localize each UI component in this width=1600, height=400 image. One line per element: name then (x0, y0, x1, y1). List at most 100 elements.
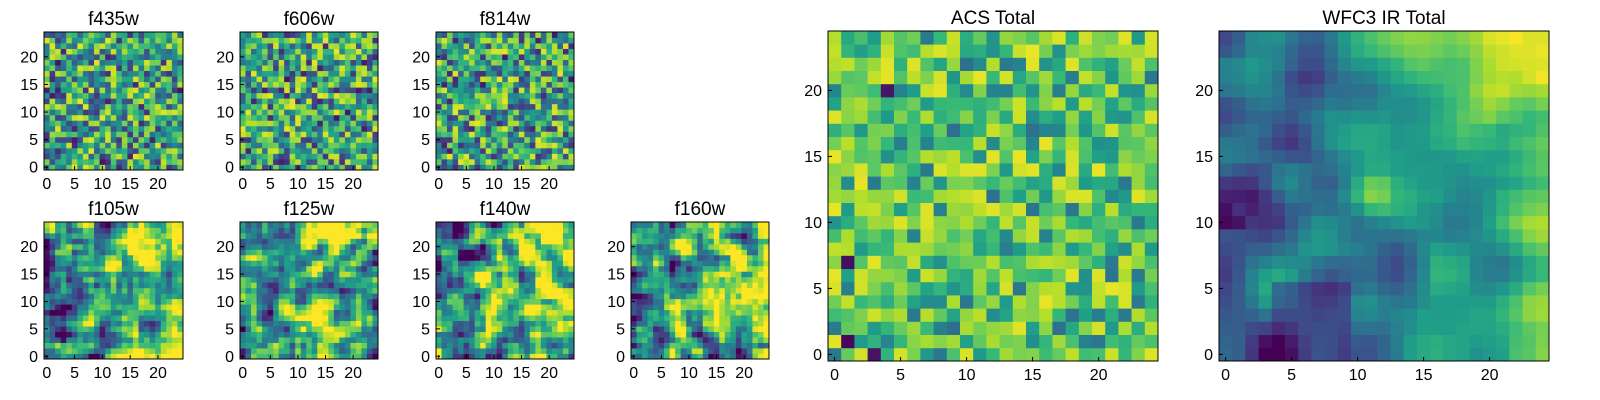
heatmap-cell (562, 287, 569, 294)
heatmap-cell (529, 54, 536, 60)
heatmap-cell (99, 260, 106, 267)
heatmap-cell (295, 48, 302, 55)
heatmap-cell (88, 54, 95, 60)
heatmap-cell (267, 120, 274, 127)
heatmap-cell (447, 276, 453, 283)
heatmap-cell (311, 54, 318, 60)
heatmap-cell (116, 227, 123, 234)
heatmap-cell (763, 337, 770, 343)
heatmap-cell (94, 337, 100, 343)
heatmap-cell (568, 65, 575, 72)
heatmap-cell (105, 92, 112, 99)
heatmap-cell (524, 54, 531, 60)
heatmap-cell (631, 287, 637, 294)
heatmap-cell (350, 260, 357, 267)
heatmap-cell (920, 334, 934, 349)
heatmap-cell (138, 125, 145, 132)
heatmap-cell (289, 276, 296, 283)
heatmap-cell (474, 232, 481, 239)
heatmap-cell (933, 347, 948, 362)
heatmap-cell (458, 249, 464, 256)
heatmap-cell (256, 298, 263, 305)
heatmap-cell (251, 48, 257, 55)
heatmap-cell (491, 70, 498, 77)
heatmap-cell (300, 249, 307, 256)
heatmap-cell (177, 337, 184, 343)
heatmap-cell (1039, 202, 1053, 217)
heatmap-cell (436, 331, 442, 338)
heatmap-cell (77, 222, 84, 228)
heatmap-cell (485, 59, 492, 66)
heatmap-cell (289, 320, 296, 327)
heatmap-cell (960, 347, 974, 362)
heatmap-cell (77, 287, 84, 294)
heatmap-cell (474, 265, 481, 272)
heatmap-cell (273, 76, 280, 83)
heatmap-cell (94, 37, 100, 44)
heatmap-cell (463, 81, 470, 88)
heatmap-cell (240, 304, 246, 311)
heatmap-cell (55, 48, 62, 55)
heatmap-cell (441, 227, 448, 234)
heatmap-cell (105, 337, 112, 343)
heatmap-cell (933, 242, 948, 256)
heatmap-cell (502, 147, 509, 154)
heatmap-cell (557, 320, 564, 327)
heatmap-cell (452, 142, 459, 149)
heatmap-cell (513, 109, 520, 116)
heatmap-cell (458, 342, 464, 349)
heatmap-cell (458, 353, 464, 360)
heatmap-cell (55, 131, 62, 138)
heatmap-cell (524, 276, 531, 283)
heatmap-cell (149, 353, 156, 360)
heatmap-cell (675, 326, 682, 332)
heatmap-cell (366, 131, 373, 138)
heatmap-cell (322, 222, 329, 228)
heatmap-cell (256, 331, 263, 338)
heatmap-cell (60, 271, 67, 278)
heatmap-cell (708, 276, 715, 283)
heatmap-cell (447, 320, 453, 327)
heatmap-cell (77, 153, 84, 160)
heatmap-cell (568, 114, 575, 121)
heatmap-cell (350, 142, 357, 149)
heatmap-cell (306, 131, 313, 138)
heatmap-cell (1118, 268, 1132, 283)
heatmap-cell (240, 59, 246, 66)
heatmap-cell (355, 282, 362, 289)
heatmap-cell (867, 308, 882, 322)
heatmap-cell (88, 342, 95, 349)
heatmap-cell (155, 43, 162, 49)
heatmap-cell (82, 76, 89, 83)
heatmap-cell (372, 227, 379, 234)
heatmap-cell (1052, 136, 1066, 151)
heatmap-cell (306, 59, 313, 66)
heatmap-cell (82, 276, 89, 283)
heatmap-cell (116, 249, 123, 256)
heatmap-cell (55, 32, 62, 38)
heatmap-cell (491, 147, 498, 154)
heatmap-cell (350, 81, 357, 88)
heatmap-cell (757, 315, 764, 322)
heatmap-cell (524, 243, 531, 250)
heatmap-cell (441, 103, 448, 110)
heatmap-cell (485, 158, 492, 165)
heatmap-cell (1105, 308, 1119, 322)
heatmap-cell (372, 298, 379, 305)
heatmap-cell (177, 142, 184, 149)
heatmap-cell (177, 243, 184, 250)
heatmap-cell (311, 271, 318, 278)
heatmap-cell (458, 265, 464, 272)
heatmap-cell (88, 158, 95, 165)
heatmap-cell (155, 136, 162, 143)
heatmap-cell (105, 232, 112, 239)
heatmap-cell (502, 65, 509, 72)
heatmap-cell (535, 125, 542, 132)
heatmap-cell (480, 32, 487, 38)
heatmap-cell (1026, 176, 1040, 190)
heatmap-cell (436, 120, 442, 127)
heatmap-cell (317, 304, 324, 311)
heatmap-cell (518, 92, 525, 99)
heatmap-cell (441, 48, 448, 55)
heatmap-cell (636, 249, 643, 256)
